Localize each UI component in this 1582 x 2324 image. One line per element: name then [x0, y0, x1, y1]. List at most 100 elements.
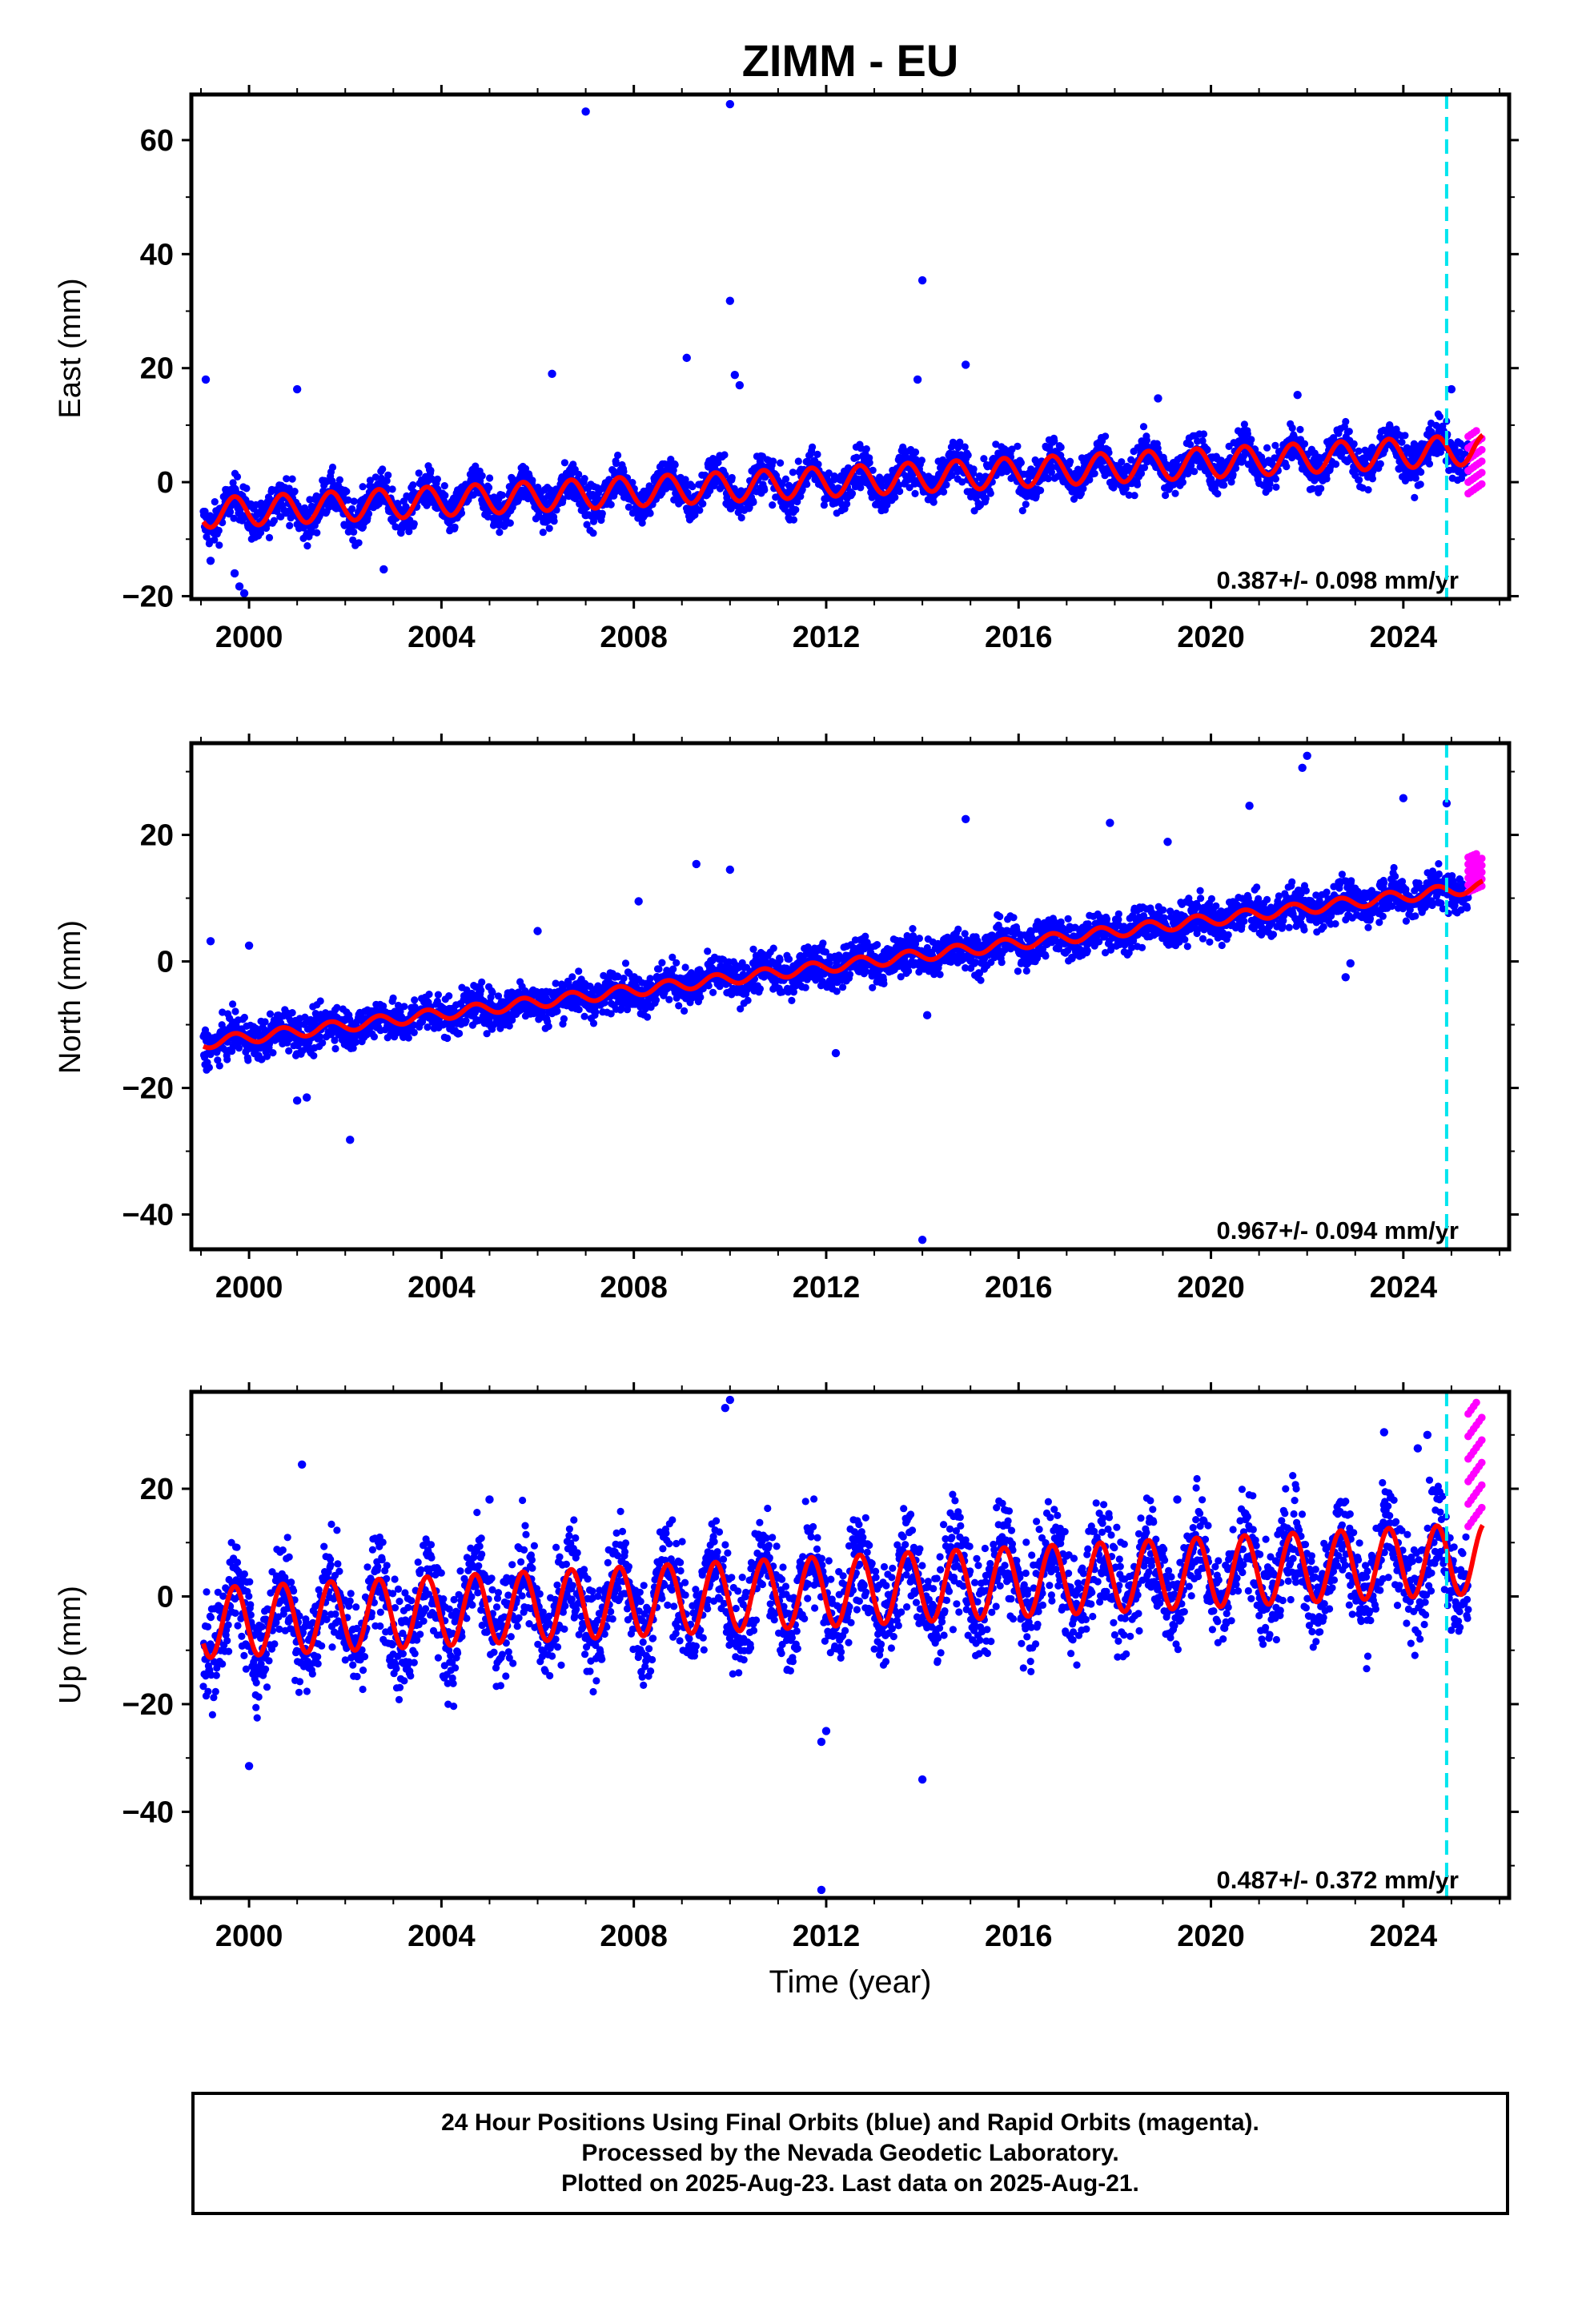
east-final-point: [478, 472, 486, 480]
east-final-point: [1345, 428, 1353, 436]
north-final-point: [804, 943, 812, 951]
east-outlier-point: [725, 99, 735, 109]
north-final-point: [673, 959, 681, 967]
east-final-point: [1411, 493, 1419, 502]
north-final-point: [553, 1007, 561, 1015]
north-final-point: [456, 1029, 464, 1038]
north-final-point: [652, 996, 661, 1004]
east-final-point: [942, 480, 950, 489]
north-final-point: [665, 995, 673, 1003]
east-final-point: [1139, 423, 1148, 431]
east-axes-frame: [189, 92, 1512, 601]
east-final-point: [303, 542, 311, 550]
east-final-point: [1171, 489, 1179, 497]
east-final-point: [714, 458, 722, 467]
east-final-point: [691, 511, 699, 519]
east-final-point: [350, 497, 358, 505]
east-final-point: [541, 500, 549, 508]
east-final-point: [1044, 475, 1052, 483]
north-final-point: [486, 1012, 494, 1020]
east-final-point: [1411, 474, 1419, 482]
east-rapid-point: [1478, 457, 1486, 465]
north-final-orbit-points: [199, 860, 1472, 1074]
east-final-point: [1271, 475, 1279, 483]
east-final-point: [215, 541, 223, 549]
east-final-point: [1283, 463, 1291, 471]
east-final-point: [1317, 485, 1325, 493]
east-final-point: [457, 509, 466, 517]
east-axis-label: East (mm): [54, 278, 87, 418]
east-final-point: [689, 483, 697, 491]
east-rapid-point: [1478, 480, 1486, 489]
east-final-point: [409, 481, 417, 489]
east-final-point: [451, 523, 459, 531]
north-final-point: [424, 1023, 432, 1031]
east-outlier-point: [379, 565, 388, 574]
east-final-point: [1355, 476, 1363, 485]
north-final-point: [586, 983, 594, 991]
east-final-point: [848, 489, 857, 497]
north-final-point: [785, 955, 793, 963]
east-final-point: [958, 478, 966, 486]
north-final-point: [223, 1055, 231, 1063]
north-final-point: [478, 978, 486, 986]
north-rate-text: 0.967+/- 0.094 mm/yr: [1217, 1216, 1459, 1244]
north-final-point: [261, 1018, 269, 1026]
east-final-point: [1271, 441, 1279, 449]
north-final-point: [231, 1007, 239, 1015]
east-final-point: [728, 473, 736, 482]
north-final-point: [316, 1033, 324, 1041]
east-final-point: [1110, 484, 1118, 492]
east-final-point: [496, 529, 504, 537]
north-final-point: [580, 1012, 588, 1020]
east-final-point: [809, 443, 817, 451]
east-final-point: [1022, 501, 1030, 509]
east-final-point: [721, 451, 729, 459]
east-outlier-point: [961, 360, 970, 369]
east-final-point: [230, 514, 238, 522]
east-final-point: [323, 478, 331, 486]
east-outlier-point: [735, 380, 745, 390]
east-final-point: [769, 457, 777, 465]
east-final-point: [1178, 478, 1186, 486]
east-final-point: [1017, 459, 1025, 467]
east-final-point: [1376, 460, 1384, 468]
east-final-point: [727, 505, 735, 513]
east-outlier-point: [239, 589, 249, 598]
east-final-point: [211, 498, 219, 506]
east-final-point: [671, 460, 679, 469]
east-final-point: [940, 488, 948, 496]
east-final-point: [528, 476, 536, 485]
north-final-point: [709, 988, 717, 996]
east-final-point: [794, 457, 802, 465]
east-final-point: [865, 459, 873, 467]
east-final-point: [379, 465, 387, 473]
east-final-point: [291, 488, 299, 496]
east-final-point: [1342, 417, 1350, 426]
north-final-point: [614, 973, 622, 981]
east-final-point: [560, 459, 569, 467]
east-final-point: [486, 474, 494, 482]
north-final-point: [379, 1002, 387, 1010]
north-axis-label: North (mm): [54, 920, 87, 1074]
north-final-point: [235, 1044, 243, 1052]
east-final-point: [1243, 430, 1251, 438]
east-final-point: [803, 480, 811, 489]
east-final-point: [1203, 446, 1211, 454]
east-final-point: [1105, 448, 1113, 456]
north-final-point: [285, 1047, 293, 1055]
north-final-point: [370, 1033, 378, 1041]
east-final-point: [366, 476, 374, 485]
north-final-point: [646, 975, 654, 983]
east-final-point: [559, 495, 567, 504]
east-xtick-label: 2024: [1370, 621, 1438, 654]
north-final-point: [352, 1038, 360, 1046]
north-final-point: [333, 1003, 341, 1011]
east-xtick-label: 2012: [793, 621, 861, 654]
north-final-point: [214, 1056, 222, 1064]
north-final-point: [462, 1017, 470, 1025]
east-final-point: [1142, 436, 1150, 444]
east-final-point: [1079, 485, 1087, 493]
east-final-point: [986, 489, 994, 497]
east-final-point: [1323, 475, 1331, 483]
